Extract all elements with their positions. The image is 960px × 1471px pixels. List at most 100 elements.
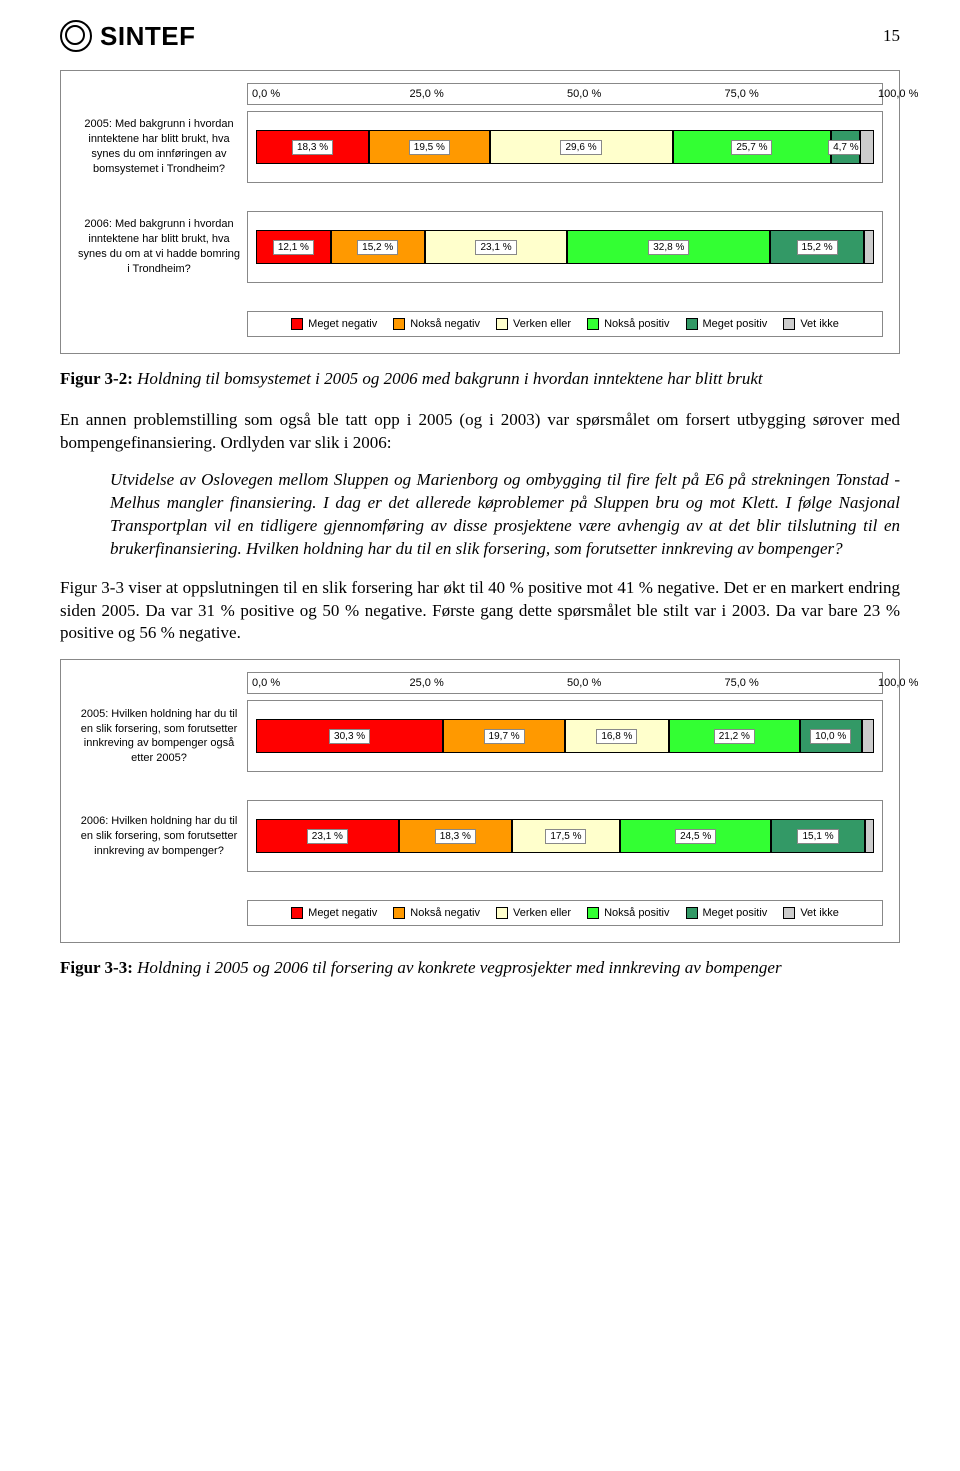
- legend-item-nokså_positiv: Nokså positiv: [587, 318, 669, 330]
- caption1-bold: Figur 3-2:: [60, 369, 133, 388]
- bar-segment-meget_positiv: 15,2 %: [770, 230, 864, 264]
- bar-segment-nokså_negativ: 19,7 %: [443, 719, 565, 753]
- bar-segment-value: 12,1 %: [273, 240, 314, 255]
- axis-tick: 25,0 %: [406, 677, 564, 689]
- legend-label: Vet ikke: [800, 907, 839, 919]
- bar-segment-value: 24,5 %: [675, 829, 716, 844]
- legend-label: Nokså negativ: [410, 318, 480, 330]
- bar-segment-value: 32,8 %: [648, 240, 689, 255]
- figure-3-3-caption: Figur 3-3: Holdning i 2005 og 2006 til f…: [60, 957, 900, 980]
- legend-item-meget_positiv: Meget positiv: [686, 907, 768, 919]
- bar-segment-meget_positiv: 4,7 %: [831, 130, 860, 164]
- legend-label: Verken eller: [513, 907, 571, 919]
- legend-label: Meget positiv: [703, 907, 768, 919]
- bar-area: 18,3 % 19,5 % 29,6 %25,7 %4,7 %: [247, 111, 883, 183]
- chart2-legend: Meget negativ Nokså negativ Verken eller No…: [247, 900, 883, 926]
- legend-label: Verken eller: [513, 318, 571, 330]
- page-number: 15: [883, 26, 900, 46]
- legend-swatch: [393, 318, 405, 330]
- bar-segment-vet_ikke: [864, 230, 874, 264]
- legend-swatch: [496, 318, 508, 330]
- caption2-bold: Figur 3-3:: [60, 958, 133, 977]
- axis-tick: 75,0 %: [721, 88, 879, 100]
- legend-swatch: [686, 907, 698, 919]
- bar-segment-value: 15,1 %: [797, 829, 838, 844]
- legend-item-verken_eller: Verken eller: [496, 318, 571, 330]
- bar-segment-meget_negativ: 23,1 %: [256, 819, 399, 853]
- bar-row: 2006: Hvilken holdning har du til en sli…: [77, 800, 883, 872]
- bar-row-label: 2006: Hvilken holdning har du til en sli…: [77, 800, 247, 872]
- bar-row-label: 2005: Hvilken holdning har du til en sli…: [77, 700, 247, 772]
- legend-item-meget_negativ: Meget negativ: [291, 907, 377, 919]
- quote-block: Utvidelse av Oslovegen mellom Sluppen og…: [110, 469, 900, 561]
- legend-label: Nokså negativ: [410, 907, 480, 919]
- paragraph-1: En annen problemstilling som også ble ta…: [60, 409, 900, 455]
- bar-segment-verken_eller: 29,6 %: [490, 130, 673, 164]
- bar-segment-nokså_positiv: 25,7 %: [673, 130, 832, 164]
- bar-segment-value: 30,3 %: [329, 729, 370, 744]
- axis-tick: 0,0 %: [248, 677, 406, 689]
- bar-segment-value: 4,7 %: [828, 140, 864, 155]
- bar-stack: 30,3 %19,7 %16,8 %21,2 %10,0 %: [256, 719, 874, 753]
- chart2-axis: 0,0 %25,0 %50,0 %75,0 %100,0 %: [247, 672, 883, 694]
- figure-3-2-caption: Figur 3-2: Holdning til bomsystemet i 20…: [60, 368, 900, 391]
- legend-label: Meget positiv: [703, 318, 768, 330]
- legend-swatch: [291, 907, 303, 919]
- bar-segment-meget_negativ: 18,3 %: [256, 130, 369, 164]
- axis-tick: 100,0 %: [874, 677, 878, 689]
- axis-tick: 100,0 %: [874, 88, 878, 100]
- legend-item-meget_negativ: Meget negativ: [291, 318, 377, 330]
- bar-segment-verken_eller: 23,1 %: [425, 230, 568, 264]
- chart1-axis: 0,0 %25,0 %50,0 %75,0 %100,0 %: [247, 83, 883, 105]
- chart-figure-3-2: 0,0 %25,0 %50,0 %75,0 %100,0 % 2005: Med…: [60, 70, 900, 354]
- bar-segment-vet_ikke: [865, 819, 874, 853]
- bar-segment-value: 23,1 %: [475, 240, 516, 255]
- legend-item-meget_positiv: Meget positiv: [686, 318, 768, 330]
- sintef-logo-icon: [60, 20, 92, 52]
- bar-segment-nokså_positiv: 24,5 %: [620, 819, 771, 853]
- caption1-italic: Holdning til bomsystemet i 2005 og 2006 …: [137, 369, 762, 388]
- paragraph-2: Figur 3-3 viser at oppslutningen til en …: [60, 577, 900, 646]
- axis-tick: 0,0 %: [248, 88, 406, 100]
- legend-label: Nokså positiv: [604, 907, 669, 919]
- legend-swatch: [783, 318, 795, 330]
- legend-item-nokså_positiv: Nokså positiv: [587, 907, 669, 919]
- bar-segment-nokså_negativ: 18,3 %: [399, 819, 512, 853]
- legend-swatch: [783, 907, 795, 919]
- legend-item-vet_ikke: Vet ikke: [783, 907, 839, 919]
- bar-segment-verken_eller: 16,8 %: [565, 719, 669, 753]
- bar-segment-vet_ikke: [862, 719, 874, 753]
- legend-item-vet_ikke: Vet ikke: [783, 318, 839, 330]
- bar-row: 2005: Med bakgrunn i hvordan inntektene …: [77, 111, 883, 183]
- axis-tick: 75,0 %: [721, 677, 879, 689]
- bar-area: 23,1 %18,3 %17,5 %24,5 %15,1 %: [247, 800, 883, 872]
- bar-segment-nokså_positiv: 32,8 %: [567, 230, 770, 264]
- bar-stack: 23,1 %18,3 %17,5 %24,5 %15,1 %: [256, 819, 874, 853]
- bar-segment-value: 15,2 %: [357, 240, 398, 255]
- bar-row-label: 2006: Med bakgrunn i hvordan inntektene …: [77, 211, 247, 283]
- bar-segment-value: 16,8 %: [596, 729, 637, 744]
- legend-label: Meget negativ: [308, 907, 377, 919]
- bar-area: 12,1 % 15,2 % 23,1 % 32,8 % 15,2 %: [247, 211, 883, 283]
- legend-swatch: [291, 318, 303, 330]
- bar-segment-meget_positiv: 10,0 %: [800, 719, 862, 753]
- bar-segment-value: 15,2 %: [797, 240, 838, 255]
- legend-item-nokså_negativ: Nokså negativ: [393, 907, 480, 919]
- legend-swatch: [686, 318, 698, 330]
- bar-segment-value: 18,3 %: [435, 829, 476, 844]
- chart1-legend: Meget negativ Nokså negativ Verken eller No…: [247, 311, 883, 337]
- bar-segment-meget_positiv: 15,1 %: [771, 819, 864, 853]
- bar-segment-value: 19,5 %: [409, 140, 450, 155]
- bar-segment-value: 23,1 %: [307, 829, 348, 844]
- axis-tick: 25,0 %: [406, 88, 564, 100]
- bar-segment-nokså_negativ: 19,5 %: [369, 130, 490, 164]
- legend-swatch: [587, 907, 599, 919]
- legend-swatch: [496, 907, 508, 919]
- bar-segment-vet_ikke: [860, 130, 874, 164]
- logo-block: SINTEF: [60, 20, 195, 52]
- legend-label: Meget negativ: [308, 318, 377, 330]
- bar-segment-meget_negativ: 12,1 %: [256, 230, 331, 264]
- axis-tick: 50,0 %: [563, 88, 721, 100]
- legend-swatch: [587, 318, 599, 330]
- bar-segment-nokså_negativ: 15,2 %: [331, 230, 425, 264]
